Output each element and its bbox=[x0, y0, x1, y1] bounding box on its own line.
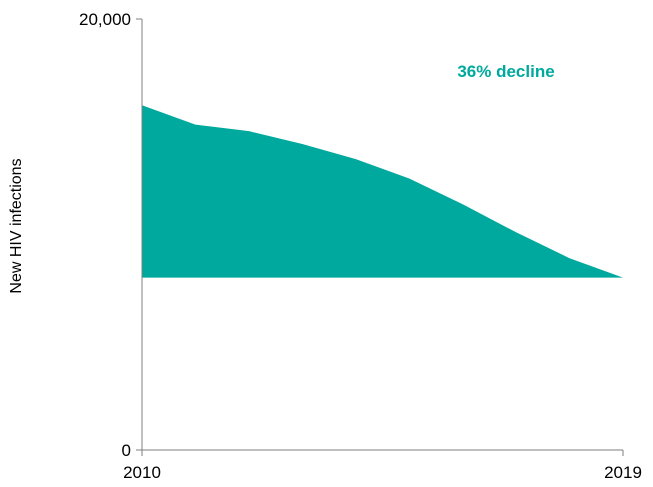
plot-area bbox=[142, 105, 623, 277]
decline-area bbox=[142, 105, 623, 277]
decline-annotation: 36% decline bbox=[457, 62, 554, 81]
x-tick-label-start: 2010 bbox=[123, 463, 161, 482]
y-axis-title: New HIV infections bbox=[8, 158, 25, 293]
y-tick-label-max: 20,000 bbox=[79, 10, 131, 29]
y-tick-label-min: 0 bbox=[122, 441, 131, 460]
x-tick-label-end: 2019 bbox=[604, 463, 642, 482]
